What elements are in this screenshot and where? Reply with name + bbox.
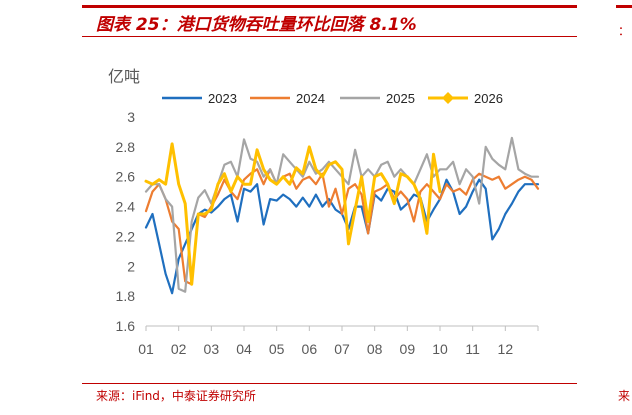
y-tick-label: 2.8 — [116, 139, 136, 155]
top-rule — [82, 5, 577, 8]
x-tick-label: 02 — [171, 341, 187, 357]
bottom-rule — [82, 383, 577, 384]
y-tick-label: 1.8 — [116, 288, 136, 304]
legend-label: 2025 — [386, 91, 415, 106]
y-tick-label: 2.2 — [116, 228, 136, 244]
x-tick-label: 01 — [138, 341, 154, 357]
series-lines — [144, 136, 540, 295]
x-tick-label: 12 — [498, 341, 514, 357]
legend-item-2023: 2023 — [162, 91, 237, 106]
x-axis-ticks: 01 02 03 04 05 06 07 08 09 10 11 12 — [138, 326, 539, 357]
top-rule-right — [616, 5, 632, 8]
x-tick-label: 04 — [236, 341, 252, 357]
legend-label: 2024 — [296, 91, 325, 106]
y-axis-ticks: 1.6 1.8 2 2.2 2.4 2.6 2.8 3 — [116, 109, 136, 334]
y-tick-label: 1.6 — [116, 318, 136, 334]
diamond-marker-icon — [442, 92, 454, 104]
legend-label: 2026 — [474, 91, 503, 106]
x-tick-label: 11 — [465, 341, 480, 357]
x-tick-label: 09 — [400, 341, 416, 357]
series-line-2026 — [144, 142, 442, 286]
figure-title: 图表 25：港口货物吞吐量环比回落 8.1% — [96, 15, 417, 35]
y-unit-label: 亿吨 — [108, 67, 140, 86]
x-tick-label: 05 — [269, 341, 285, 357]
y-tick-label: 3 — [127, 109, 135, 125]
x-tick-label: 07 — [334, 341, 350, 357]
x-tick-label: 06 — [302, 341, 318, 357]
legend-item-2026: 2026 — [428, 91, 503, 106]
legend-label: 2023 — [208, 91, 237, 106]
title-rule — [82, 36, 577, 37]
source-note: 来源：iFind，中泰证券研究所 — [96, 389, 256, 403]
legend-item-2025: 2025 — [340, 91, 415, 106]
legend-item-2024: 2024 — [250, 91, 325, 106]
edge-fragment-top: ： — [618, 24, 631, 38]
y-tick-label: 2 — [127, 258, 135, 274]
x-tick-label: 10 — [432, 341, 448, 357]
y-tick-label: 2.4 — [116, 199, 136, 215]
y-tick-label: 2.6 — [116, 169, 136, 185]
edge-fragment-bottom: 来 — [618, 389, 631, 403]
x-tick-label: 03 — [204, 341, 220, 357]
x-tick-label: 08 — [367, 341, 383, 357]
legend: 2023 2024 2025 2026 — [162, 91, 503, 106]
